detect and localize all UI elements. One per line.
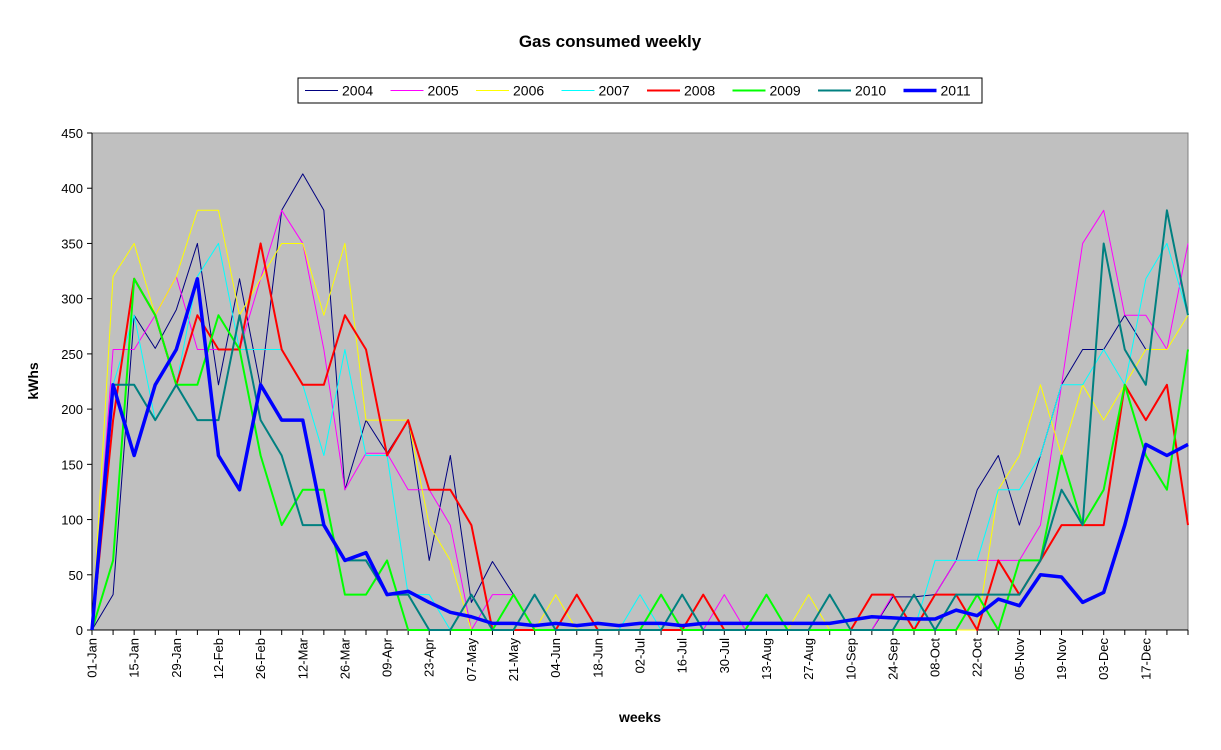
x-tick-label: 26-Feb	[253, 638, 268, 679]
x-tick-label: 07-May	[464, 638, 479, 682]
x-axis-label: weeks	[618, 709, 661, 725]
x-tick-label: 02-Jul	[633, 638, 648, 674]
x-tick-label: 21-May	[506, 638, 521, 682]
x-tick-label: 03-Dec	[1096, 638, 1111, 680]
x-tick-label: 01-Jan	[85, 638, 100, 678]
chart-title: Gas consumed weekly	[519, 32, 702, 51]
x-tick-label: 27-Aug	[801, 638, 816, 680]
plot-area	[91, 132, 1189, 631]
x-axis: 01-Jan 15-Jan 29-Jan 12-Feb 26-Feb 12-Mar 26-M…	[85, 629, 1189, 682]
x-tick-label: 15-Jan	[127, 638, 142, 678]
y-tick-label: 400	[61, 181, 83, 196]
series-line-2007	[91, 242, 1189, 631]
y-tick-label: 0	[76, 623, 83, 638]
x-tick-label: 04-Jun	[548, 638, 563, 678]
x-tick-label: 19-Nov	[1054, 638, 1069, 680]
x-tick-label: 26-Mar	[337, 637, 352, 679]
x-tick-label: 05-Nov	[1012, 638, 1027, 680]
x-tick-label: 12-Mar	[295, 637, 310, 679]
legend-label-2007: 2007	[599, 83, 630, 99]
x-tick-label: 24-Sep	[885, 638, 900, 680]
y-tick-label: 350	[61, 236, 83, 251]
x-tick-label: 13-Aug	[759, 638, 774, 680]
x-tick-label: 23-Apr	[422, 637, 437, 677]
series-lines	[90, 173, 1189, 631]
y-tick-label: 150	[61, 457, 83, 472]
y-tick-label: 50	[69, 568, 83, 583]
legend-label-2005: 2005	[428, 83, 459, 99]
y-tick-label: 300	[61, 292, 83, 307]
y-axis: 0 50 100 150 200 250 300 350 400 450	[61, 126, 93, 638]
x-tick-label: 29-Jan	[169, 638, 184, 678]
legend-label-2010: 2010	[855, 83, 886, 99]
y-tick-label: 250	[61, 347, 83, 362]
legend-label-2004: 2004	[342, 83, 373, 99]
x-tick-label: 08-Oct	[928, 638, 943, 677]
x-tick-label: 30-Jul	[717, 638, 732, 674]
legend: 2004 2005 2006 2007 2008 2009 2010 2011	[297, 77, 983, 104]
x-tick-label: 10-Sep	[843, 638, 858, 680]
x-tick-label: 09-Apr	[380, 637, 395, 677]
legend-label-2009: 2009	[770, 83, 801, 99]
legend-label-2006: 2006	[513, 83, 544, 99]
x-tick-label: 18-Jun	[590, 638, 605, 678]
x-tick-label: 17-Dec	[1138, 638, 1153, 680]
y-axis-label: kWhs	[25, 362, 41, 400]
series-line-2011	[90, 277, 1189, 631]
x-tick-label: 22-Oct	[970, 638, 985, 677]
y-tick-label: 450	[61, 126, 83, 141]
series-line-2010	[91, 209, 1189, 631]
y-tick-label: 100	[61, 513, 83, 528]
legend-label-2008: 2008	[684, 83, 715, 99]
x-tick-label: 12-Feb	[211, 638, 226, 679]
y-tick-label: 200	[61, 402, 83, 417]
x-tick-label: 16-Jul	[675, 638, 690, 674]
legend-label-2011: 2011	[941, 83, 971, 99]
